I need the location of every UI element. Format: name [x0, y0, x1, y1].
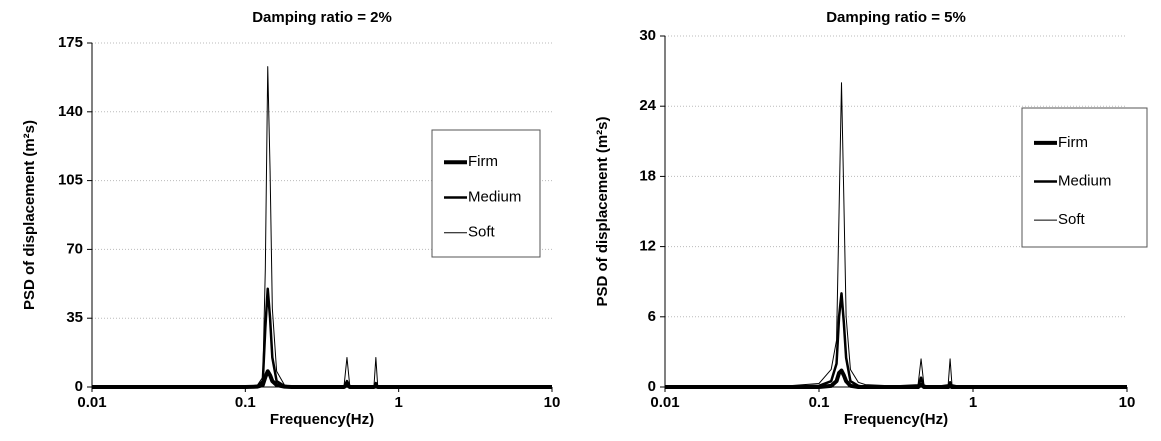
y-axis-label: PSD of displacement (m²s) — [594, 116, 611, 306]
y-tick-label: 24 — [639, 97, 656, 114]
y-tick-label: 6 — [648, 308, 656, 325]
x-tick-label: 0.1 — [809, 394, 830, 411]
x-tick-label: 0.01 — [650, 394, 679, 411]
x-tick-label: 0.01 — [77, 394, 106, 411]
y-tick-label: 30 — [639, 27, 656, 44]
x-tick-label: 10 — [544, 394, 561, 411]
series-line — [665, 292, 1127, 389]
legend-label: Medium — [1058, 172, 1111, 189]
series-line — [92, 287, 552, 389]
series-line — [92, 369, 552, 389]
chart-title: Damping ratio = 2% — [252, 9, 392, 26]
y-tick-label: 140 — [58, 103, 83, 120]
x-tick-label: 0.1 — [235, 394, 256, 411]
y-tick-label: 70 — [66, 240, 83, 257]
y-tick-label: 175 — [58, 34, 83, 51]
legend-box — [1021, 107, 1148, 248]
y-tick-label: 18 — [639, 167, 656, 184]
chart: Damping ratio = 5% 0 6 12 18 24 30 0.01 0.1 1 10 Fr… — [594, 9, 1148, 428]
chart: Damping ratio = 2% 0 35 70 105 140 175 0.01 0.1 1… — [21, 9, 560, 428]
y-tick-label: 0 — [75, 378, 83, 395]
legend-box — [431, 129, 541, 258]
y-axis-label: PSD of displacement (m²s) — [21, 120, 38, 310]
y-tick-label: 0 — [648, 378, 656, 395]
y-tick-label: 12 — [639, 238, 656, 255]
x-tick-label: 1 — [394, 394, 402, 411]
x-tick-label: 1 — [969, 394, 977, 411]
x-axis-label: Frequency(Hz) — [270, 411, 374, 428]
y-tick-label: 105 — [58, 172, 83, 189]
y-tick-label: 35 — [66, 309, 83, 326]
legend-label: Firm — [468, 153, 498, 170]
legend-label: Soft — [468, 224, 496, 241]
legend-label: Medium — [468, 188, 521, 205]
x-axis-label: Frequency(Hz) — [844, 411, 948, 428]
legend-label: Firm — [1058, 134, 1088, 151]
legend-label: Soft — [1058, 211, 1086, 228]
x-tick-label: 10 — [1119, 394, 1136, 411]
chart-title: Damping ratio = 5% — [826, 9, 966, 26]
series-line — [665, 368, 1127, 389]
